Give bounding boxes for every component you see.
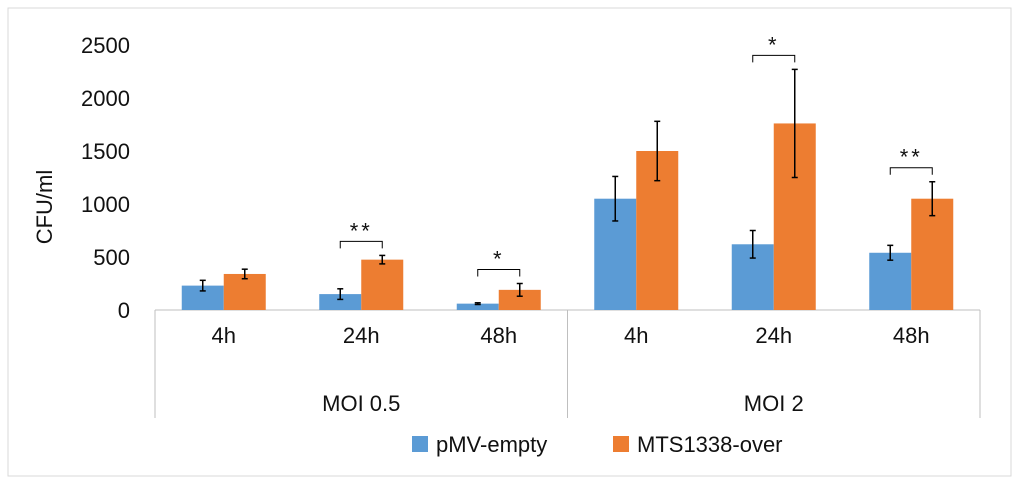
legend-label: pMV-empty bbox=[436, 432, 547, 457]
x-tick-label: 48h bbox=[893, 323, 930, 348]
legend-swatch bbox=[412, 436, 428, 452]
y-tick-label: 2000 bbox=[81, 86, 130, 111]
y-tick-label: 500 bbox=[93, 245, 130, 270]
bar-mts1338-over bbox=[911, 198, 954, 310]
x-tick-label: 4h bbox=[212, 323, 236, 348]
x-tick-label: 24h bbox=[343, 323, 380, 348]
chart-border bbox=[7, 7, 1012, 477]
legend: pMV-empty MTS1338-over bbox=[412, 432, 783, 457]
y-tick-label: 1500 bbox=[81, 139, 130, 164]
bar-pmv-empty bbox=[869, 252, 912, 310]
x-tick-label: 24h bbox=[755, 323, 792, 348]
y-tick-label: 0 bbox=[118, 298, 130, 323]
legend-label: MTS1338-over bbox=[637, 432, 783, 457]
group-label: MOI 0.5 bbox=[322, 391, 400, 416]
y-tick-label: 2500 bbox=[81, 33, 130, 58]
legend-swatch bbox=[613, 436, 629, 452]
y-tick-label: 1000 bbox=[81, 192, 130, 217]
significance-bracket bbox=[477, 269, 521, 277]
significance-label: * bbox=[768, 32, 780, 57]
x-tick-label: 4h bbox=[624, 323, 648, 348]
bar-pmv-empty bbox=[319, 294, 362, 310]
y-axis: 0 500 1000 1500 2000 2500 bbox=[81, 33, 130, 323]
significance-markers: ****** bbox=[339, 32, 933, 277]
significance-bracket bbox=[889, 167, 933, 175]
x-axis-labels: 4h 24h 48h MOI 0.5 4h 24h 48h MOI 2 bbox=[212, 323, 930, 416]
bar-pmv-empty bbox=[456, 303, 499, 310]
x-axis bbox=[154, 309, 981, 418]
y-axis-label: CFU/ml bbox=[32, 170, 57, 245]
significance-bracket bbox=[752, 54, 796, 63]
significance-label: ** bbox=[350, 218, 373, 243]
bars bbox=[181, 123, 954, 310]
significance-bracket bbox=[339, 240, 383, 249]
error-bars bbox=[199, 68, 936, 306]
bar-mts1338-over bbox=[498, 289, 541, 310]
significance-label: ** bbox=[900, 145, 923, 170]
bar-mts1338-over bbox=[361, 259, 404, 310]
significance-label: * bbox=[493, 247, 505, 272]
bar-mts1338-over bbox=[223, 273, 266, 310]
x-tick-label: 48h bbox=[480, 323, 517, 348]
group-label: MOI 2 bbox=[744, 391, 804, 416]
